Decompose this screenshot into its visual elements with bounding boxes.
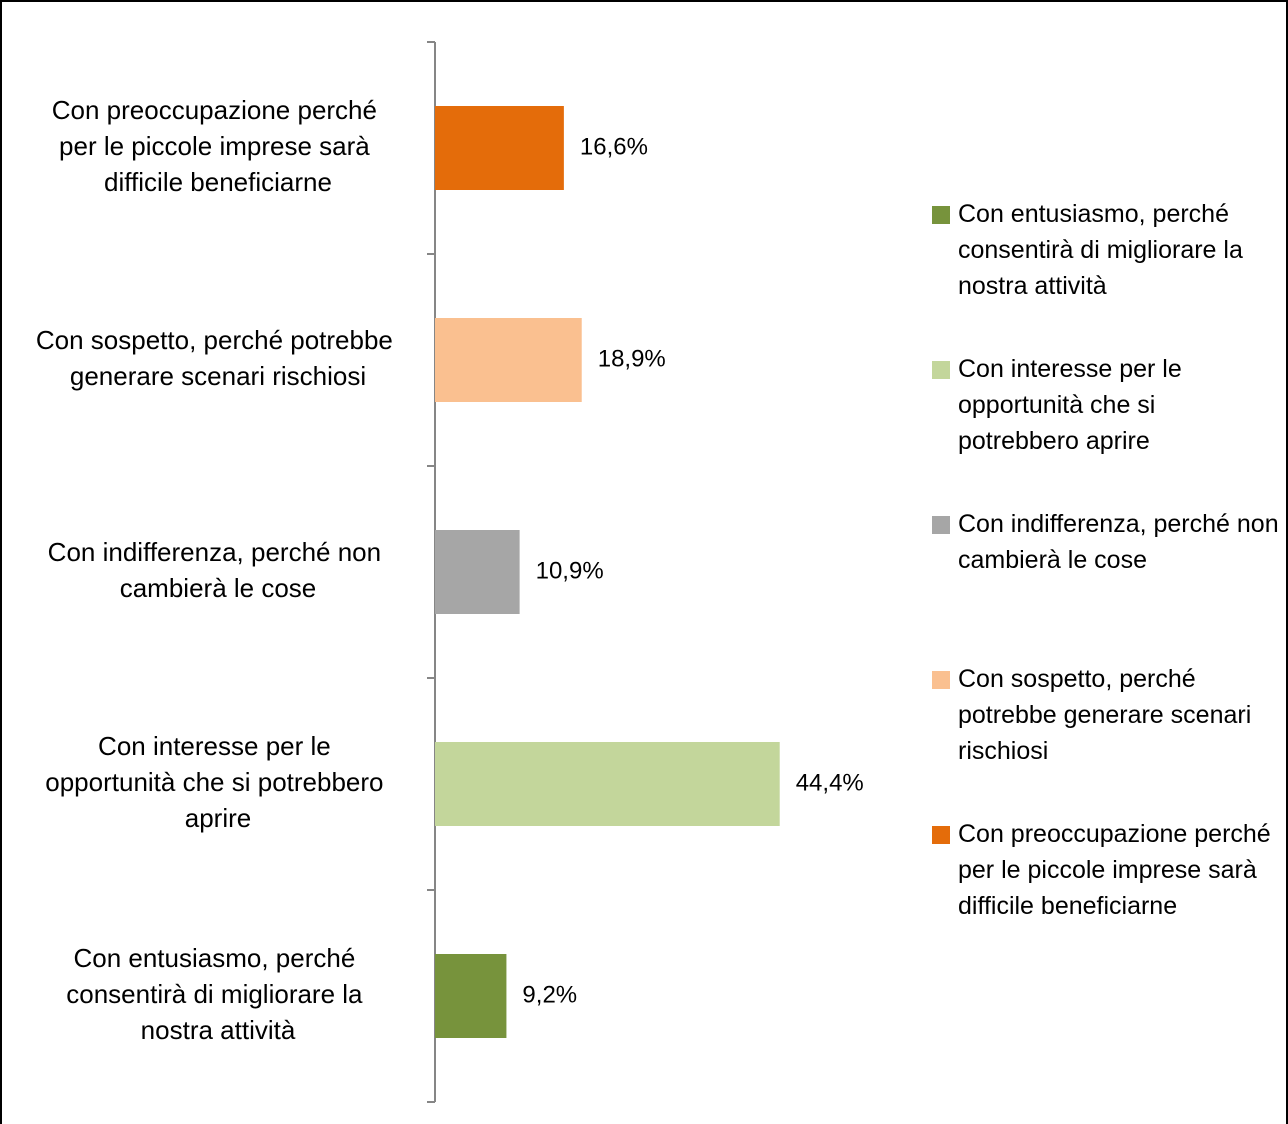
legend-swatch (932, 826, 950, 844)
value-label: 10,9% (536, 557, 604, 584)
category-label: Con entusiasmo, perché consentirà di mig… (66, 943, 369, 1045)
text-line: cambierà le cose (120, 573, 317, 603)
text-line: consentirà di migliorare la (958, 236, 1250, 264)
text-line: potrebbero aprire (958, 427, 1150, 455)
text-line: Con sospetto, perché potrebbe (36, 325, 400, 355)
text-line: nostra attività (141, 1015, 296, 1045)
legend-label: Con sospetto, perché potrebbe generare s… (958, 665, 1258, 765)
bar (435, 106, 564, 190)
value-label: 18,9% (598, 345, 666, 372)
text-line: difficile beneficiarne (958, 892, 1177, 920)
text-line: Con preoccupazione perché (52, 95, 384, 125)
text-line: opportunità che si potrebbero (45, 767, 390, 797)
legend-label: Con interesse per le opportunità che si … (958, 355, 1189, 455)
bar (435, 742, 780, 826)
bar (435, 530, 520, 614)
bar (435, 954, 507, 1038)
legend-label: Con indifferenza, perché non cambierà le… (958, 510, 1286, 574)
legend-label: Con entusiasmo, perché consentirà di mig… (958, 200, 1250, 300)
value-label: 9,2% (522, 981, 577, 1008)
text-line: opportunità che si (958, 391, 1162, 419)
text-line: Con interesse per le (98, 731, 338, 761)
text-line: Con preoccupazione perché (958, 820, 1278, 848)
text-line: potrebbe generare scenari (958, 701, 1258, 729)
text-line: Con sospetto, perché (958, 665, 1203, 693)
category-label: Con indifferenza, perché non cambierà le… (48, 537, 389, 603)
text-line: difficile beneficiarne (104, 167, 332, 197)
category-label: Con sospetto, perché potrebbe generare s… (36, 325, 400, 391)
text-line: Con entusiasmo, perché (958, 200, 1236, 228)
category-label: Con preoccupazione perché per le piccole… (52, 95, 384, 197)
text-line: rischiosi (958, 737, 1048, 765)
legend-swatch (932, 671, 950, 689)
text-line: Con indifferenza, perché non (958, 510, 1286, 538)
text-line: cambierà le cose (958, 546, 1147, 574)
category-label: Con interesse per le opportunità che si … (45, 731, 390, 833)
legend-swatch (932, 361, 950, 379)
text-line: Con indifferenza, perché non (48, 537, 389, 567)
text-line: Con interesse per le (958, 355, 1189, 383)
text-line: Con entusiasmo, perché (73, 943, 362, 973)
text-line: consentirà di migliorare la (66, 979, 369, 1009)
legend-swatch (932, 206, 950, 224)
value-label: 16,6% (580, 133, 648, 160)
text-line: generare scenari rischiosi (70, 361, 366, 391)
legend-label: Con preoccupazione perché per le piccole… (958, 820, 1278, 920)
text-line: per le piccole imprese sarà (59, 131, 377, 161)
text-line: aprire (185, 803, 251, 833)
bar (435, 318, 582, 402)
text-line: per le piccole imprese sarà (958, 856, 1264, 884)
legend-swatch (932, 516, 950, 534)
text-line: nostra attività (958, 272, 1107, 300)
value-label: 44,4% (796, 769, 864, 796)
